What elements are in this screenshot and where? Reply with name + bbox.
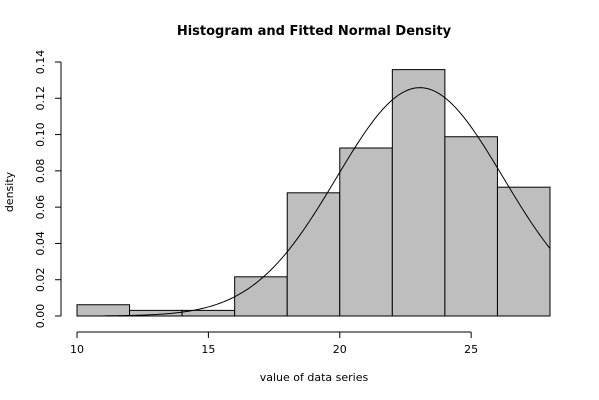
histogram-bar-1 [76,304,131,317]
y-tick-label: 0.10 [34,122,47,147]
x-tick-label: 20 [333,343,347,356]
fitted-normal-curve [103,87,551,317]
chart-title: Histogram and Fitted Normal Density [177,24,452,39]
histogram-bars [76,69,551,317]
y-tick-label: 0.06 [34,195,47,220]
y-tick-label: 0.00 [34,304,47,329]
histogram-bar-8 [444,136,498,317]
histogram-bar-6 [339,147,393,317]
histogram-bar-9 [496,186,551,317]
y-axis-label: density [3,171,16,212]
histogram-bar-5 [286,192,341,317]
histogram-bar-7 [391,69,446,317]
y-tick-label: 0.12 [34,86,47,111]
x-tick-label: 25 [464,343,478,356]
x-axis-label: value of data series [260,371,369,384]
y-tick-label: 0.04 [34,231,47,256]
y-tick-label: 0.02 [34,267,47,292]
y-tick-label: 0.14 [34,50,47,75]
histogram-bar-4 [234,276,288,317]
y-tick-label: 0.08 [34,159,47,184]
y-axis: 0.00 0.02 0.04 0.06 0.08 0.10 0.12 0.14 [34,50,62,329]
x-tick-label: 15 [201,343,215,356]
x-axis: 10 15 20 25 [70,331,478,356]
x-tick-label: 10 [70,343,84,356]
